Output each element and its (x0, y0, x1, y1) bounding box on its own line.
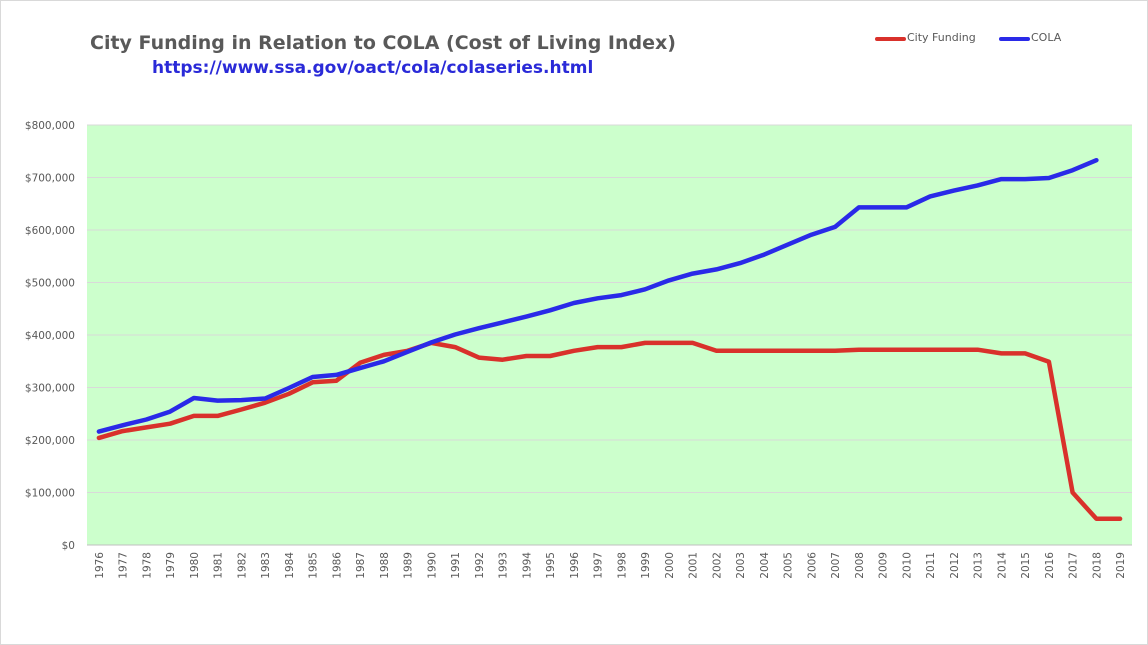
y-tick-label: $800,000 (25, 120, 75, 132)
x-tick-label: 1980 (189, 552, 201, 579)
y-tick-label: $0 (62, 540, 75, 552)
x-tick-label: 2002 (711, 552, 723, 579)
x-tick-label: 2005 (783, 552, 795, 579)
y-tick-label: $300,000 (25, 383, 75, 395)
x-tick-label: 1990 (426, 552, 438, 579)
x-tick-label: 2010 (901, 552, 913, 579)
x-tick-label: 2016 (1044, 552, 1056, 579)
x-tick-label: 1983 (260, 552, 272, 579)
x-tick-label: 1977 (118, 552, 130, 579)
series-line-city-funding (96, 340, 1123, 522)
x-tick-label: 2019 (1115, 552, 1127, 579)
x-tick-label: 1999 (640, 552, 652, 579)
x-tick-label: 1997 (593, 552, 605, 579)
x-tick-label: 1994 (521, 552, 533, 579)
chart-title: City Funding in Relation to COLA (Cost o… (90, 32, 676, 54)
x-tick-label: 1984 (284, 552, 296, 579)
legend-label-cola: COLA (1031, 31, 1062, 44)
x-tick-label: 2011 (925, 552, 937, 579)
x-tick-label: 2009 (878, 552, 890, 579)
x-tick-label: 1978 (141, 552, 153, 579)
x-tick-label: 2006 (806, 552, 818, 579)
x-tick-label: 1976 (94, 552, 106, 579)
x-tick-label: 1992 (474, 552, 486, 579)
x-tick-label: 2015 (1020, 552, 1032, 579)
x-tick-label: 1993 (498, 552, 510, 579)
x-tick-label: 1996 (569, 552, 581, 579)
x-tick-label: 2003 (735, 552, 747, 579)
y-tick-label: $600,000 (25, 225, 75, 237)
chart-subtitle-link[interactable]: https://www.ssa.gov/oact/cola/colaseries… (152, 58, 594, 78)
y-tick-label: $200,000 (25, 435, 75, 447)
x-tick-label: 1995 (545, 552, 557, 579)
legend-label-city-funding: City Funding (907, 31, 976, 44)
y-tick-label: $500,000 (25, 278, 75, 290)
y-tick-label: $700,000 (25, 173, 75, 185)
x-tick-label: 2008 (854, 552, 866, 579)
x-tick-label: 2004 (759, 552, 771, 579)
y-tick-label: $100,000 (25, 488, 75, 500)
x-tick-label: 2012 (949, 552, 961, 579)
x-tick-label: 2000 (664, 552, 676, 579)
legend-swatch-cola (999, 37, 1030, 41)
x-tick-label: 2001 (688, 552, 700, 579)
x-tick-label: 2018 (1091, 552, 1103, 579)
x-tick-label: 1998 (616, 552, 628, 579)
x-tick-label: 2007 (830, 552, 842, 579)
x-tick-label: 1979 (165, 552, 177, 579)
x-tick-label: 1986 (331, 552, 343, 579)
x-tick-label: 1988 (379, 552, 391, 579)
x-tick-label: 2013 (973, 552, 985, 579)
x-tick-label: 2014 (996, 552, 1008, 579)
series-line-cola (96, 157, 1099, 434)
y-tick-label: $400,000 (25, 330, 75, 342)
x-tick-label: 1989 (403, 552, 415, 579)
legend-swatch-city-funding (875, 37, 906, 41)
x-tick-label: 2017 (1068, 552, 1080, 579)
x-tick-label: 1982 (236, 552, 248, 579)
x-tick-label: 1985 (308, 552, 320, 579)
x-tick-label: 1981 (213, 552, 225, 579)
x-tick-label: 1987 (355, 552, 367, 579)
x-tick-label: 1991 (450, 552, 462, 579)
